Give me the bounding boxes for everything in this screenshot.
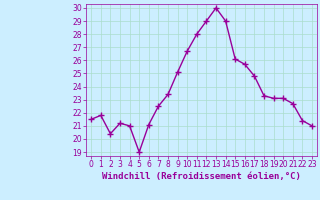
X-axis label: Windchill (Refroidissement éolien,°C): Windchill (Refroidissement éolien,°C)	[102, 172, 301, 181]
